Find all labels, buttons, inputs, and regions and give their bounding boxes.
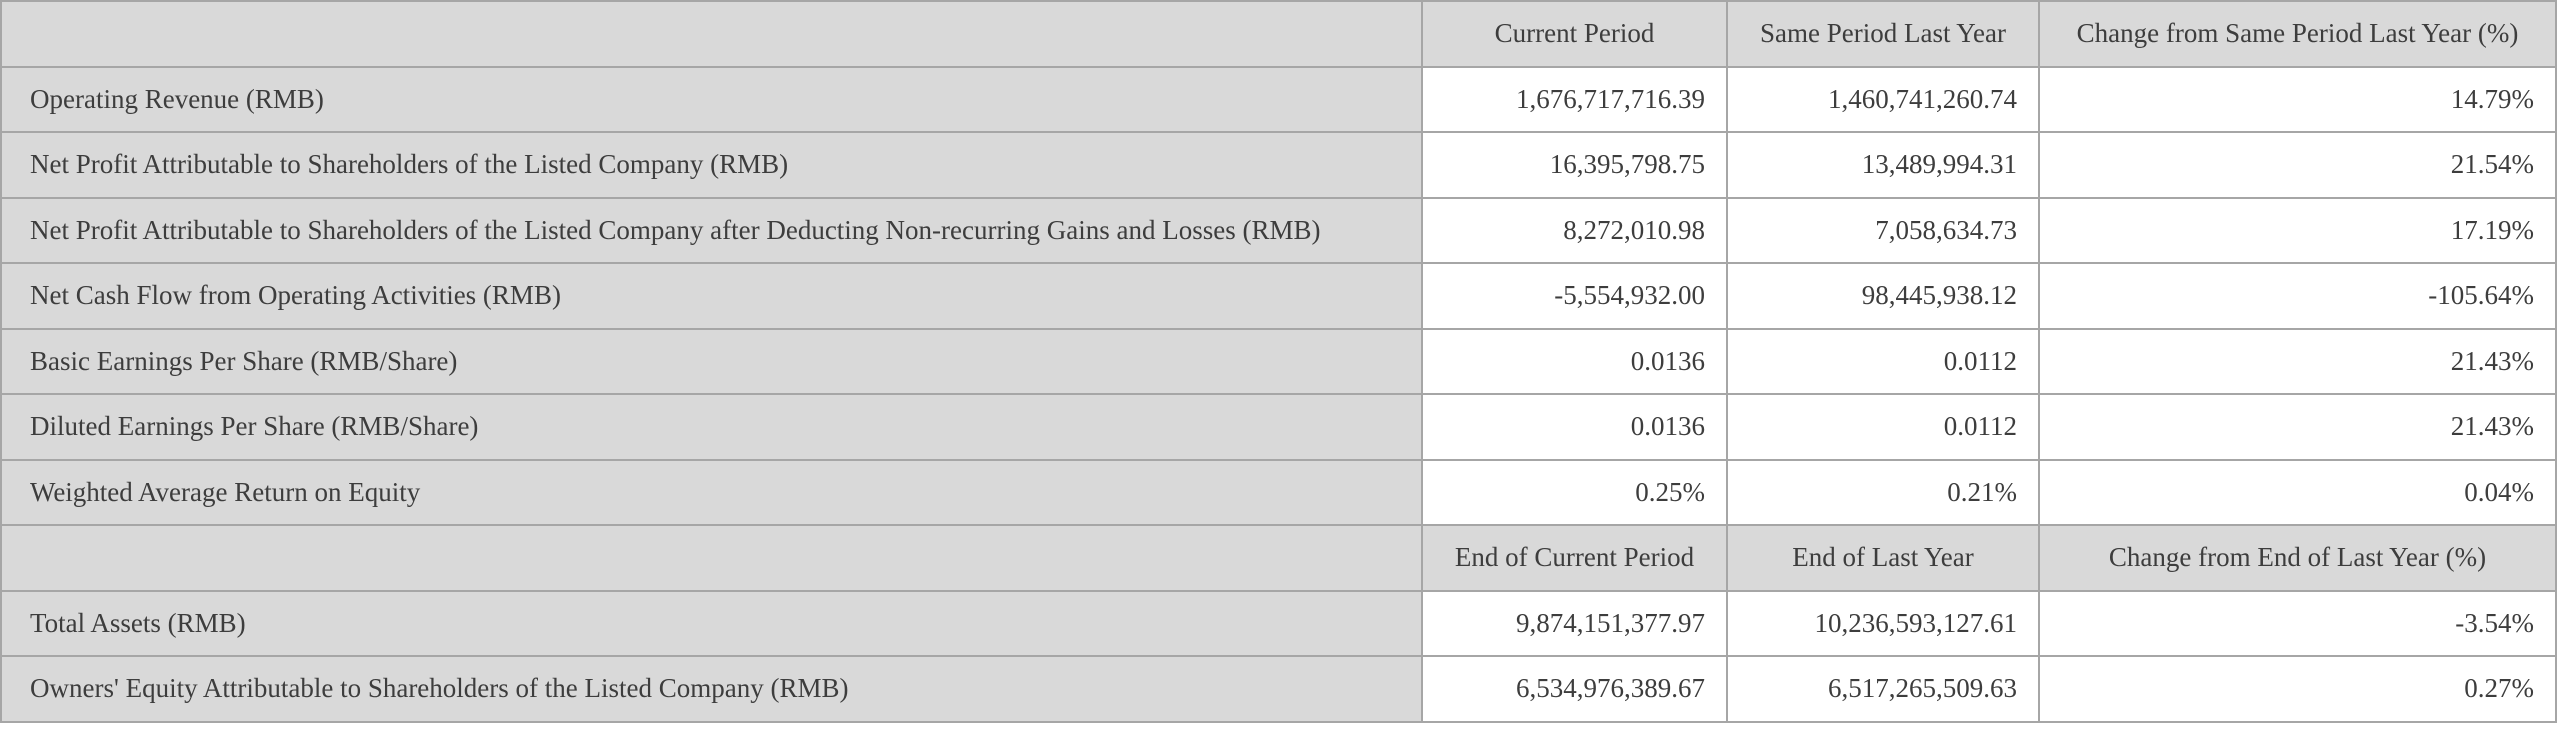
current-period-value: 16,395,798.75 [1421,131,1728,199]
table-row-net-cash-flow: Net Cash Flow from Operating Activities … [0,262,2557,330]
prior-period-value: 6,517,265,509.63 [1726,655,2040,723]
change-value: 0.04% [2038,458,2557,526]
prior-period-value: 98,445,938.12 [1726,262,2040,330]
table-row-net-profit: Net Profit Attributable to Shareholders … [0,131,2557,199]
row-label: Net Profit Attributable to Shareholders … [0,131,1423,199]
change-value: 21.43% [2038,327,2557,395]
row-label: Net Cash Flow from Operating Activities … [0,262,1423,330]
prior-period-value: 13,489,994.31 [1726,131,2040,199]
change-value: 14.79% [2038,65,2557,133]
table-row-basic-eps: Basic Earnings Per Share (RMB/Share) 0.0… [0,327,2557,395]
table-row-operating-revenue: Operating Revenue (RMB) 1,676,717,716.39… [0,65,2557,133]
table-row-net-profit-after-deducting: Net Profit Attributable to Shareholders … [0,196,2557,264]
change-value: -105.64% [2038,262,2557,330]
prior-period-value: 0.0112 [1726,393,2040,461]
prior-period-value: 0.0112 [1726,327,2040,395]
row-label: Weighted Average Return on Equity [0,458,1423,526]
header-same-period-last-year: Same Period Last Year [1726,0,2040,68]
row-label: Diluted Earnings Per Share (RMB/Share) [0,393,1423,461]
change-value: 21.43% [2038,393,2557,461]
current-period-value: 8,272,010.98 [1421,196,1728,264]
current-period-value: 1,676,717,716.39 [1421,65,1728,133]
period-header-row: Current Period Same Period Last Year Cha… [0,0,2557,68]
header-change-end-of-year: Change from End of Last Year (%) [2038,524,2557,592]
header-change-same-period: Change from Same Period Last Year (%) [2038,0,2557,68]
header-current-period: Current Period [1421,0,1728,68]
change-value: 21.54% [2038,131,2557,199]
current-period-value: 9,874,151,377.97 [1421,589,1728,657]
header-end-of-current-period: End of Current Period [1421,524,1728,592]
change-value: 0.27% [2038,655,2557,723]
current-period-value: 6,534,976,389.67 [1421,655,1728,723]
change-value: 17.19% [2038,196,2557,264]
header-spacer-cell [0,0,1423,68]
prior-period-value: 0.21% [1726,458,2040,526]
key-financials-table: Current Period Same Period Last Year Cha… [0,0,2557,723]
prior-period-value: 1,460,741,260.74 [1726,65,2040,133]
row-label: Basic Earnings Per Share (RMB/Share) [0,327,1423,395]
current-period-value: 0.0136 [1421,393,1728,461]
prior-period-value: 10,236,593,127.61 [1726,589,2040,657]
table-row-total-assets: Total Assets (RMB) 9,874,151,377.97 10,2… [0,589,2557,657]
table-row-diluted-eps: Diluted Earnings Per Share (RMB/Share) 0… [0,393,2557,461]
table-row-weighted-avg-roe: Weighted Average Return on Equity 0.25% … [0,458,2557,526]
change-value: -3.54% [2038,589,2557,657]
header-spacer-cell [0,524,1423,592]
current-period-value: 0.0136 [1421,327,1728,395]
header-end-of-last-year: End of Last Year [1726,524,2040,592]
row-label: Total Assets (RMB) [0,589,1423,657]
row-label: Owners' Equity Attributable to Sharehold… [0,655,1423,723]
table-row-owners-equity: Owners' Equity Attributable to Sharehold… [0,655,2557,723]
row-label: Operating Revenue (RMB) [0,65,1423,133]
year-end-header-row: End of Current Period End of Last Year C… [0,524,2557,592]
row-label: Net Profit Attributable to Shareholders … [0,196,1423,264]
current-period-value: -5,554,932.00 [1421,262,1728,330]
current-period-value: 0.25% [1421,458,1728,526]
prior-period-value: 7,058,634.73 [1726,196,2040,264]
